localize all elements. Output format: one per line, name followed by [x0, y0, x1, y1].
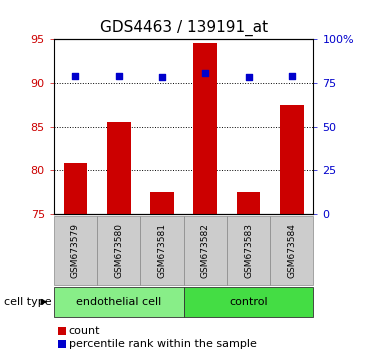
Text: GSM673583: GSM673583 [244, 223, 253, 278]
Text: count: count [69, 326, 100, 336]
Bar [237, 192, 260, 214]
Text: endothelial cell: endothelial cell [76, 297, 161, 307]
Bar [63, 163, 87, 214]
Text: GSM673579: GSM673579 [71, 223, 80, 278]
Text: cell type: cell type [4, 297, 51, 307]
Point [289, 73, 295, 79]
Text: GSM673581: GSM673581 [158, 223, 167, 278]
Point [116, 73, 122, 79]
Bar [107, 122, 131, 214]
Point [246, 74, 252, 79]
Point [72, 73, 78, 79]
Text: GSM673580: GSM673580 [114, 223, 123, 278]
Bar [193, 43, 217, 214]
Point [159, 75, 165, 80]
Text: GSM673582: GSM673582 [201, 223, 210, 278]
Title: GDS4463 / 139191_at: GDS4463 / 139191_at [99, 20, 268, 36]
Bar [280, 105, 304, 214]
Text: GSM673584: GSM673584 [288, 223, 296, 278]
Bar [150, 192, 174, 214]
Point [202, 70, 208, 76]
Text: control: control [229, 297, 268, 307]
Text: percentile rank within the sample: percentile rank within the sample [69, 339, 256, 349]
